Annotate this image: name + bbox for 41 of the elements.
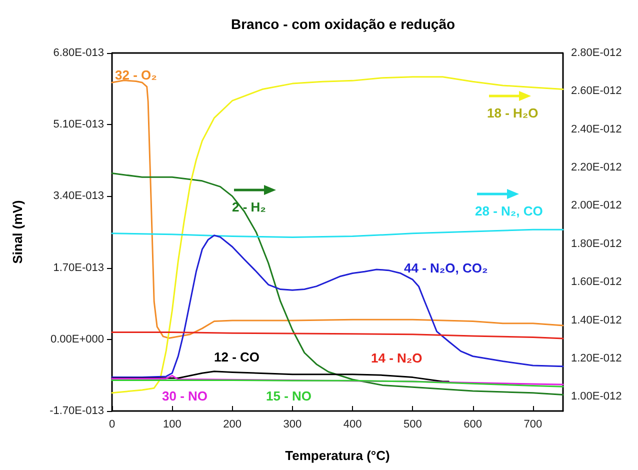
y2-tick-label: 1.60E-012 <box>571 276 622 288</box>
x-tick-label: 200 <box>223 418 242 430</box>
y-tick-label: 6.80E-013 <box>53 47 104 59</box>
y-tick-label: 5.10E-013 <box>53 118 104 131</box>
annotation: 32 - O₂ <box>115 68 158 82</box>
y2-tick-label: 1.20E-012 <box>571 352 622 364</box>
x-tick-label: 400 <box>343 418 362 430</box>
x-tick-label: 100 <box>162 418 182 430</box>
chart-title: Branco - com oxidação e redução <box>230 16 456 32</box>
y-tick-label: -1.70E-013 <box>50 405 104 417</box>
y2-tick-label: 2.40E-012 <box>571 123 622 136</box>
annotation: 14 - N₂O <box>371 350 422 366</box>
annotation: 15 - NO <box>266 388 312 404</box>
y2-tick-label: 2.60E-012 <box>571 85 622 98</box>
x-tick-label: 0 <box>108 418 116 430</box>
annotation: 44 - N₂O, CO₂ <box>404 260 488 276</box>
y2-tick-label: 2.80E-012 <box>571 47 622 59</box>
line-series <box>111 80 564 339</box>
y-axis-title: Sinal (mV) <box>10 200 25 264</box>
y2-tick-label: 2.20E-012 <box>571 162 622 174</box>
y2-tick-label: 2.00E-012 <box>571 200 622 212</box>
line-series <box>111 331 564 340</box>
line-series <box>111 380 564 388</box>
y2-tick-label: 1.80E-012 <box>571 238 622 250</box>
x-tick-label: 700 <box>524 418 542 430</box>
line-series <box>111 228 564 238</box>
y2-tick-label: 1.00E-012 <box>571 390 622 403</box>
x-tick-label: 600 <box>464 418 482 430</box>
y2-tick-label: 1.40E-012 <box>571 314 622 326</box>
y-tick-label: 0.00E+000 <box>50 333 104 346</box>
annotation: 30 - NO <box>162 388 208 404</box>
y-tick-label: 3.40E-013 <box>53 190 104 202</box>
x-tick-label: 300 <box>283 418 302 430</box>
line-series <box>111 234 564 378</box>
x-tick-label: 500 <box>403 418 422 430</box>
annotation: 2 - H₂ <box>232 200 266 214</box>
annotation: 18 - H₂O <box>487 106 538 120</box>
y-tick-label: 1.70E-013 <box>53 262 104 274</box>
annotation: 12 - CO <box>214 350 260 364</box>
annotation: 28 - N₂, CO <box>475 204 543 218</box>
x-axis-title: Temperatura (°C) <box>285 448 390 463</box>
